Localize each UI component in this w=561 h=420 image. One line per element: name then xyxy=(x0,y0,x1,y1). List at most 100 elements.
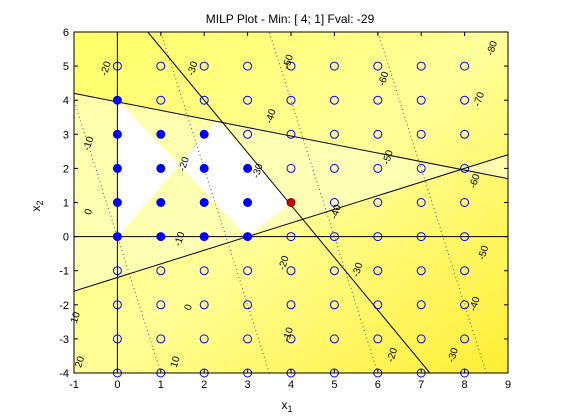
y-tick-label: 3 xyxy=(63,129,69,141)
y-tick-label: 5 xyxy=(63,61,69,73)
feasible-integer-point xyxy=(112,232,122,242)
integer-point xyxy=(286,300,296,310)
contour-label: -60 xyxy=(468,172,483,190)
contour-label: -30 xyxy=(251,162,266,180)
integer-point xyxy=(373,198,383,207)
contour-label: -20 xyxy=(99,60,114,78)
feasible-integer-point xyxy=(243,163,253,173)
integer-point xyxy=(156,300,166,310)
y-axis-label-main: x xyxy=(29,206,43,212)
x-tick-label: 0 xyxy=(114,379,120,391)
integer-point xyxy=(286,334,296,344)
integer-point xyxy=(199,334,209,344)
contour-label: -40 xyxy=(329,203,344,221)
feasible-integer-point xyxy=(156,198,166,207)
contour-label: -10 xyxy=(173,230,188,248)
integer-point xyxy=(460,61,470,71)
integer-point xyxy=(329,198,339,207)
integer-point xyxy=(373,266,383,276)
integer-point xyxy=(286,232,296,242)
feasible-integer-point xyxy=(112,198,122,207)
x-tick-label: 7 xyxy=(418,379,424,391)
integer-point xyxy=(112,61,122,71)
contour-label: -20 xyxy=(277,254,292,272)
contour-label: 20 xyxy=(73,355,87,369)
feasible-integer-point xyxy=(156,232,166,242)
y-tick-label: 4 xyxy=(63,95,69,107)
x-tick-label: 6 xyxy=(375,379,381,391)
integer-point xyxy=(329,300,339,310)
y-tick-label: -1 xyxy=(59,266,69,278)
integer-point xyxy=(329,95,339,105)
integer-point xyxy=(460,163,470,173)
integer-point xyxy=(460,95,470,105)
contour-label: 10 xyxy=(169,355,183,369)
feasible-integer-point xyxy=(112,95,122,105)
integer-point xyxy=(373,129,383,139)
contour-label: 0 xyxy=(183,303,195,312)
feasible-integer-point xyxy=(243,232,253,242)
integer-point xyxy=(112,300,122,310)
integer-point xyxy=(112,266,122,276)
integer-point xyxy=(286,266,296,276)
contour-label: -30 xyxy=(351,261,366,279)
x-tick-label: 2 xyxy=(201,379,207,391)
integer-point xyxy=(199,61,209,71)
y-tick-label: 6 xyxy=(63,27,69,39)
integer-point xyxy=(416,163,426,173)
feasible-integer-point xyxy=(112,129,122,139)
x-axis-label-main: x xyxy=(281,398,287,412)
x-tick-label: 3 xyxy=(245,379,251,391)
integer-point xyxy=(373,163,383,173)
y-tick-label: 2 xyxy=(63,163,69,175)
x-tick-label: 8 xyxy=(462,379,468,391)
contour-label: -70 xyxy=(472,90,487,108)
contour-label: -10 xyxy=(82,135,97,153)
x-tick-label: -1 xyxy=(69,379,79,391)
contour-label: -80 xyxy=(485,39,500,57)
integer-point xyxy=(373,334,383,344)
integer-point xyxy=(112,334,122,344)
x-tick-label: 4 xyxy=(288,379,294,391)
integer-point xyxy=(373,61,383,71)
contour-label: -50 xyxy=(281,53,296,71)
integer-point xyxy=(460,266,470,276)
integer-point xyxy=(286,61,296,71)
integer-point xyxy=(460,198,470,207)
integer-point xyxy=(373,232,383,242)
integer-point xyxy=(199,300,209,310)
integer-point xyxy=(243,95,253,105)
integer-point xyxy=(416,266,426,276)
integer-point xyxy=(243,300,253,310)
y-tick-label: -3 xyxy=(59,334,69,346)
integer-point xyxy=(416,129,426,139)
integer-point xyxy=(460,300,470,310)
constraint-band xyxy=(74,93,508,292)
integer-point xyxy=(329,129,339,139)
x-axis-label: x1 xyxy=(281,398,292,414)
integer-point xyxy=(460,129,470,139)
y-tick-label: 1 xyxy=(63,198,69,210)
integer-point xyxy=(416,300,426,310)
contour-label: -10 xyxy=(281,326,296,344)
feasible-integer-point xyxy=(156,163,166,173)
integer-point xyxy=(460,232,470,242)
y-tick-label: -4 xyxy=(59,368,69,380)
constraint-line xyxy=(74,92,508,180)
feasible-integer-point xyxy=(199,198,209,207)
contour-labels: -80 -70 -60 -50 -40 -30 -20 -50 -60 -10 -20 -30 -40 -… xyxy=(69,39,500,369)
integer-points xyxy=(112,61,470,378)
contour-label: -50 xyxy=(476,244,491,262)
integer-point xyxy=(243,334,253,344)
feasible-integer-point xyxy=(112,163,122,173)
contour-label: 10 xyxy=(69,310,83,324)
integer-point xyxy=(329,163,339,173)
contour-label: -40 xyxy=(264,108,279,126)
integer-point xyxy=(156,95,166,105)
feasible-integer-point xyxy=(199,163,209,173)
integer-point xyxy=(156,266,166,276)
contour-label: -40 xyxy=(468,295,483,313)
integer-point xyxy=(373,300,383,310)
integer-point xyxy=(416,95,426,105)
